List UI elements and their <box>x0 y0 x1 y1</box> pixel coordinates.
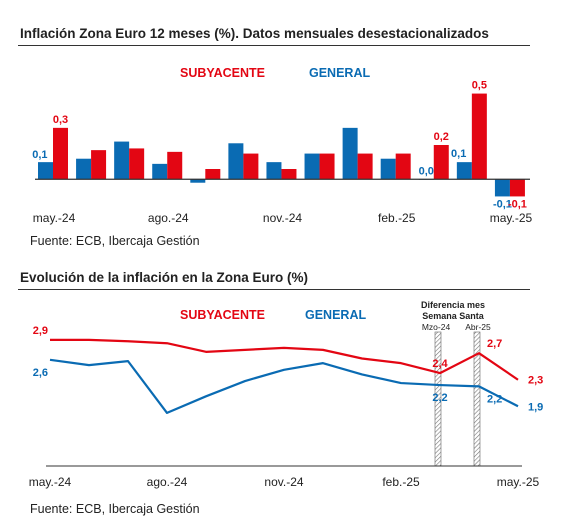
line-general <box>49 358 519 415</box>
bar-general-abr.-25 <box>456 162 472 180</box>
bar-subyacente-feb.-25 <box>395 153 411 180</box>
bar-subyacente-oct.-24 <box>243 153 259 180</box>
data-label-subyacente-mar.-25: 0,2 <box>434 131 449 143</box>
line-chart-source: Fuente: ECB, Ibercaja Gestión <box>30 502 200 516</box>
legend-general: GENERAL <box>309 66 370 80</box>
line-subyacente <box>50 338 519 381</box>
bar-general-oct.-24 <box>228 143 244 180</box>
bar-subyacente-mar.-25 <box>433 145 449 180</box>
bar-subyacente-nov.-24 <box>281 169 297 180</box>
line-chart-title: Evolución de la inflación en la Zona Eur… <box>20 270 309 285</box>
x-tick-label-ago.-24: ago.-24 <box>147 475 188 489</box>
data-label-subyacente-may.-25: -0,1 <box>508 198 527 210</box>
bar-chart-title: Inflación Zona Euro 12 meses (%). Datos … <box>20 26 489 41</box>
bar-chart: SUBYACENTE GENERAL0,10,30,00,20,10,5-0,1-… <box>32 66 533 225</box>
bar-subyacente-may.-25 <box>509 179 525 197</box>
legend-subyacente: SUBYACENTE <box>180 66 265 80</box>
bar-general-may.-25 <box>494 179 510 197</box>
data-label-subyacente-abr.-25: 2,7 <box>487 338 502 350</box>
data-label-general-may.-24: 2,6 <box>33 367 48 379</box>
bar-chart-source: Fuente: ECB, Ibercaja Gestión <box>30 234 200 248</box>
annotation-label-2: Abr-25 <box>465 322 491 332</box>
annotation-title-line-2: Semana Santa <box>422 311 485 321</box>
bar-subyacente-may.-24 <box>53 127 68 180</box>
bar-subyacente-dic.-24 <box>319 153 335 180</box>
bar-general-dic.-24 <box>304 153 320 180</box>
x-tick-label-ago.-24: ago.-24 <box>148 211 189 225</box>
bar-general-sep.-24 <box>190 179 206 183</box>
data-label-subyacente-may.-25: 2,3 <box>528 375 543 387</box>
bar-general-jun.-24 <box>76 158 92 180</box>
data-label-subyacente-may.-24: 0,3 <box>53 114 68 126</box>
annotation-label-1: Mzo-24 <box>422 322 451 332</box>
x-tick-label-may.-25: may.-25 <box>497 475 540 489</box>
data-label-subyacente-mar.-25: 2,4 <box>432 358 448 370</box>
bar-subyacente-jun.-24 <box>91 150 107 180</box>
data-label-general-abr.-25: 2,2 <box>487 393 502 405</box>
bar-subyacente-sep.-24 <box>205 169 221 180</box>
bar-chart-title-rule <box>18 45 530 46</box>
data-label-general-may.-24: 0,1 <box>32 149 47 161</box>
annotation-title-line-1: Diferencia mes <box>421 300 485 310</box>
x-tick-label-nov.-24: nov.-24 <box>264 475 303 489</box>
bar-general-jul.-24 <box>114 141 130 180</box>
line-chart-title-rule <box>18 289 530 290</box>
bar-general-ene.-25 <box>342 127 358 180</box>
x-tick-label-may.-24: may.-24 <box>29 475 72 489</box>
bar-general-nov.-24 <box>266 162 282 180</box>
bar-subyacente-abr.-25 <box>471 93 487 180</box>
x-tick-label-may.-25: may.-25 <box>490 211 533 225</box>
bar-general-may.-24 <box>38 162 53 180</box>
x-tick-label-feb.-25: feb.-25 <box>378 211 416 225</box>
bar-subyacente-ago.-24 <box>167 151 183 180</box>
data-label-general-abr.-25: 0,1 <box>451 148 466 160</box>
data-label-general-mar.-25: 0,0 <box>419 165 434 177</box>
data-label-general-may.-25: -0,1 <box>493 198 512 210</box>
bar-general-ago.-24 <box>152 163 168 180</box>
legend-subyacente: SUBYACENTE <box>180 308 265 322</box>
data-label-general-mar.-25: 2,2 <box>432 392 447 404</box>
x-tick-label-feb.-25: feb.-25 <box>382 475 420 489</box>
bar-general-feb.-25 <box>380 158 396 180</box>
legend-general: GENERAL <box>305 308 366 322</box>
bar-subyacente-jul.-24 <box>129 148 145 180</box>
bar-subyacente-ene.-25 <box>357 153 373 180</box>
data-label-subyacente-may.-24: 2,9 <box>33 325 48 337</box>
data-label-general-may.-25: 1,9 <box>528 401 543 413</box>
data-label-subyacente-abr.-25: 0,5 <box>472 80 487 92</box>
x-tick-label-may.-24: may.-24 <box>33 211 76 225</box>
x-tick-label-nov.-24: nov.-24 <box>263 211 302 225</box>
